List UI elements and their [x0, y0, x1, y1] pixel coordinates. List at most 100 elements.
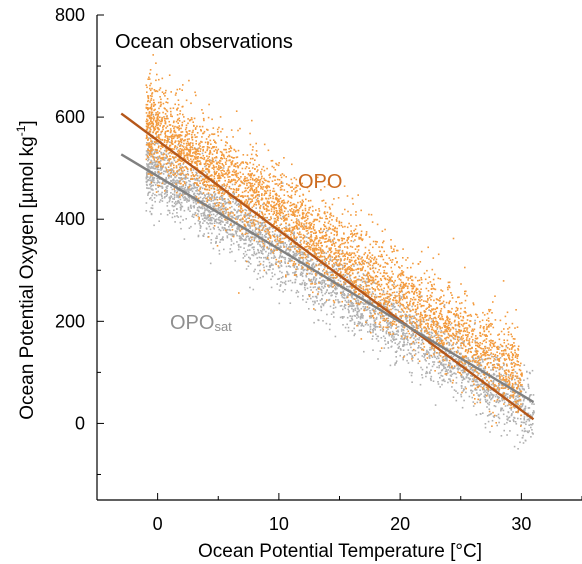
scatter-point — [400, 349, 402, 351]
scatter-point — [407, 341, 409, 344]
scatter-point — [195, 161, 197, 163]
scatter-point — [382, 328, 385, 331]
scatter-point — [406, 332, 408, 335]
scatter-point — [394, 294, 396, 297]
scatter-point — [460, 376, 463, 379]
scatter-point — [213, 146, 215, 148]
scatter-point — [367, 294, 370, 296]
scatter-point — [260, 224, 263, 226]
scatter-point — [222, 203, 224, 205]
scatter-point — [426, 366, 428, 369]
scatter-point — [385, 254, 388, 256]
scatter-point — [268, 252, 270, 255]
scatter-point — [200, 215, 203, 217]
scatter-point — [364, 307, 367, 309]
scatter-point — [287, 215, 290, 218]
scatter-point — [460, 342, 463, 344]
scatter-point — [483, 395, 485, 398]
scatter-point — [252, 205, 255, 207]
scatter-point — [306, 215, 309, 218]
scatter-point — [533, 403, 535, 405]
scatter-point — [339, 262, 341, 264]
scatter-point — [467, 358, 470, 361]
scatter-point — [475, 389, 478, 391]
scatter-point — [455, 390, 457, 392]
scatter-point — [418, 338, 420, 341]
scatter-point — [254, 226, 257, 229]
scatter-point — [297, 185, 299, 187]
scatter-point — [197, 147, 199, 150]
scatter-point — [225, 159, 228, 162]
scatter-point — [194, 150, 197, 153]
scatter-point — [332, 307, 335, 309]
scatter-point — [428, 317, 430, 320]
scatter-point — [250, 176, 252, 178]
scatter-point — [318, 288, 320, 290]
scatter-point — [230, 238, 232, 240]
scatter-point — [204, 217, 206, 219]
scatter-point — [291, 210, 294, 213]
scatter-point — [262, 260, 265, 263]
scatter-point — [339, 277, 342, 279]
scatter-point — [152, 105, 155, 107]
scatter-point — [314, 300, 316, 303]
scatter-point — [238, 215, 240, 217]
scatter-point — [275, 240, 277, 243]
scatter-point — [228, 233, 230, 236]
scatter-point — [397, 309, 399, 311]
scatter-point — [385, 331, 388, 333]
scatter-point — [251, 254, 253, 256]
scatter-point — [313, 220, 316, 222]
scatter-point — [453, 351, 456, 353]
scatter-point — [221, 204, 223, 207]
scatter-point — [263, 245, 265, 247]
scatter-point — [314, 295, 317, 298]
scatter-point — [424, 353, 427, 355]
scatter-point — [424, 278, 427, 281]
scatter-point — [287, 280, 290, 282]
scatter-point — [214, 185, 216, 187]
scatter-point — [452, 347, 454, 350]
scatter-point — [250, 174, 253, 177]
scatter-point — [151, 204, 154, 207]
scatter-point — [201, 193, 204, 195]
scatter-point — [284, 242, 286, 244]
scatter-point — [163, 163, 165, 166]
scatter-point — [413, 337, 415, 340]
scatter-point — [335, 268, 338, 271]
scatter-point — [387, 342, 389, 344]
scatter-point — [207, 157, 209, 160]
scatter-point — [210, 213, 213, 216]
scatter-point — [187, 144, 190, 146]
scatter-point — [194, 222, 196, 225]
scatter-point — [438, 354, 441, 356]
scatter-point — [343, 185, 346, 187]
scatter-point — [510, 395, 513, 398]
scatter-point — [164, 136, 167, 138]
scatter-point — [175, 166, 178, 169]
scatter-point — [245, 253, 248, 256]
scatter-point — [522, 442, 525, 444]
scatter-point — [247, 249, 249, 251]
scatter-point — [334, 292, 336, 294]
scatter-point — [487, 382, 490, 385]
scatter-point — [246, 235, 248, 237]
scatter-point — [475, 414, 478, 416]
scatter-point — [170, 113, 172, 116]
scatter-point — [283, 230, 286, 233]
scatter-point — [159, 167, 162, 169]
scatter-point — [271, 250, 274, 253]
scatter-point — [405, 276, 408, 279]
scatter-point — [460, 319, 463, 322]
scatter-point — [285, 225, 287, 228]
scatter-point — [171, 212, 174, 215]
scatter-point — [177, 216, 180, 218]
scatter-point — [147, 178, 149, 181]
scatter-point — [425, 323, 427, 325]
scatter-point — [511, 322, 514, 325]
scatter-point — [306, 229, 309, 232]
scatter-point — [481, 378, 484, 380]
scatter-point — [267, 230, 269, 233]
scatter-point — [183, 209, 186, 212]
scatter-point — [150, 213, 153, 216]
